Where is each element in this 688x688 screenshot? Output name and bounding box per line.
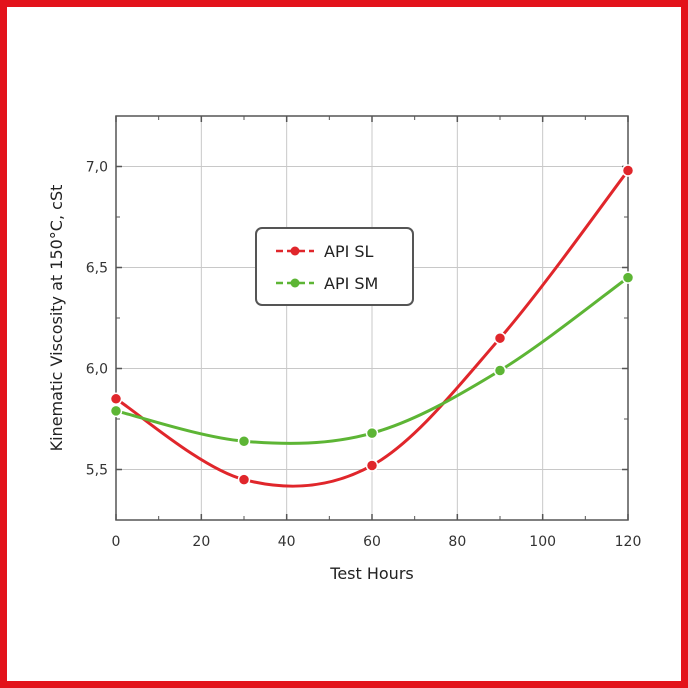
x-tick-label: 100 [529, 534, 556, 550]
y-tick-label: 5,5 [86, 463, 108, 479]
legend: API SL API SM [255, 227, 414, 306]
x-tick-label: 40 [278, 534, 296, 550]
data-point-api-sl [237, 473, 251, 486]
legend-marker-api-sm [290, 278, 300, 288]
data-point-api-sm [237, 434, 251, 448]
x-tick-label: 20 [192, 534, 210, 550]
data-point-api-sl [621, 164, 635, 177]
legend-label-api-sl: API SL [324, 242, 374, 261]
x-axis-title: Test Hours [329, 564, 413, 583]
data-point-api-sl [365, 459, 379, 472]
x-tick-label: 80 [448, 534, 466, 550]
x-tick-labels: 0 20 40 60 80 100 120 [112, 534, 642, 550]
legend-box [255, 227, 414, 306]
data-point-api-sm [493, 364, 507, 377]
legend-marker-api-sl [290, 246, 300, 256]
data-point-api-sl [493, 331, 507, 345]
legend-label-api-sm: API SM [324, 274, 378, 293]
series-line-api-sl [114, 169, 630, 488]
y-tick-label: 6,0 [86, 362, 108, 378]
x-tick-label: 120 [615, 534, 642, 550]
data-point-api-sl [109, 392, 123, 406]
data-point-api-sm [365, 426, 379, 440]
y-tick-labels: 5,5 6,0 6,5 7,0 [86, 160, 108, 479]
data-point-api-sm [109, 404, 123, 418]
data-point-api-sm [621, 271, 635, 284]
y-tick-label: 7,0 [86, 160, 108, 176]
y-tick-label: 6,5 [86, 261, 108, 277]
x-tick-label: 60 [363, 534, 381, 550]
y-axis-title: Kinematic Viscosity at 150°C, cSt [47, 185, 66, 452]
axis-ticks [115, 115, 629, 521]
x-tick-label: 0 [112, 534, 121, 550]
series-layer [109, 164, 635, 488]
